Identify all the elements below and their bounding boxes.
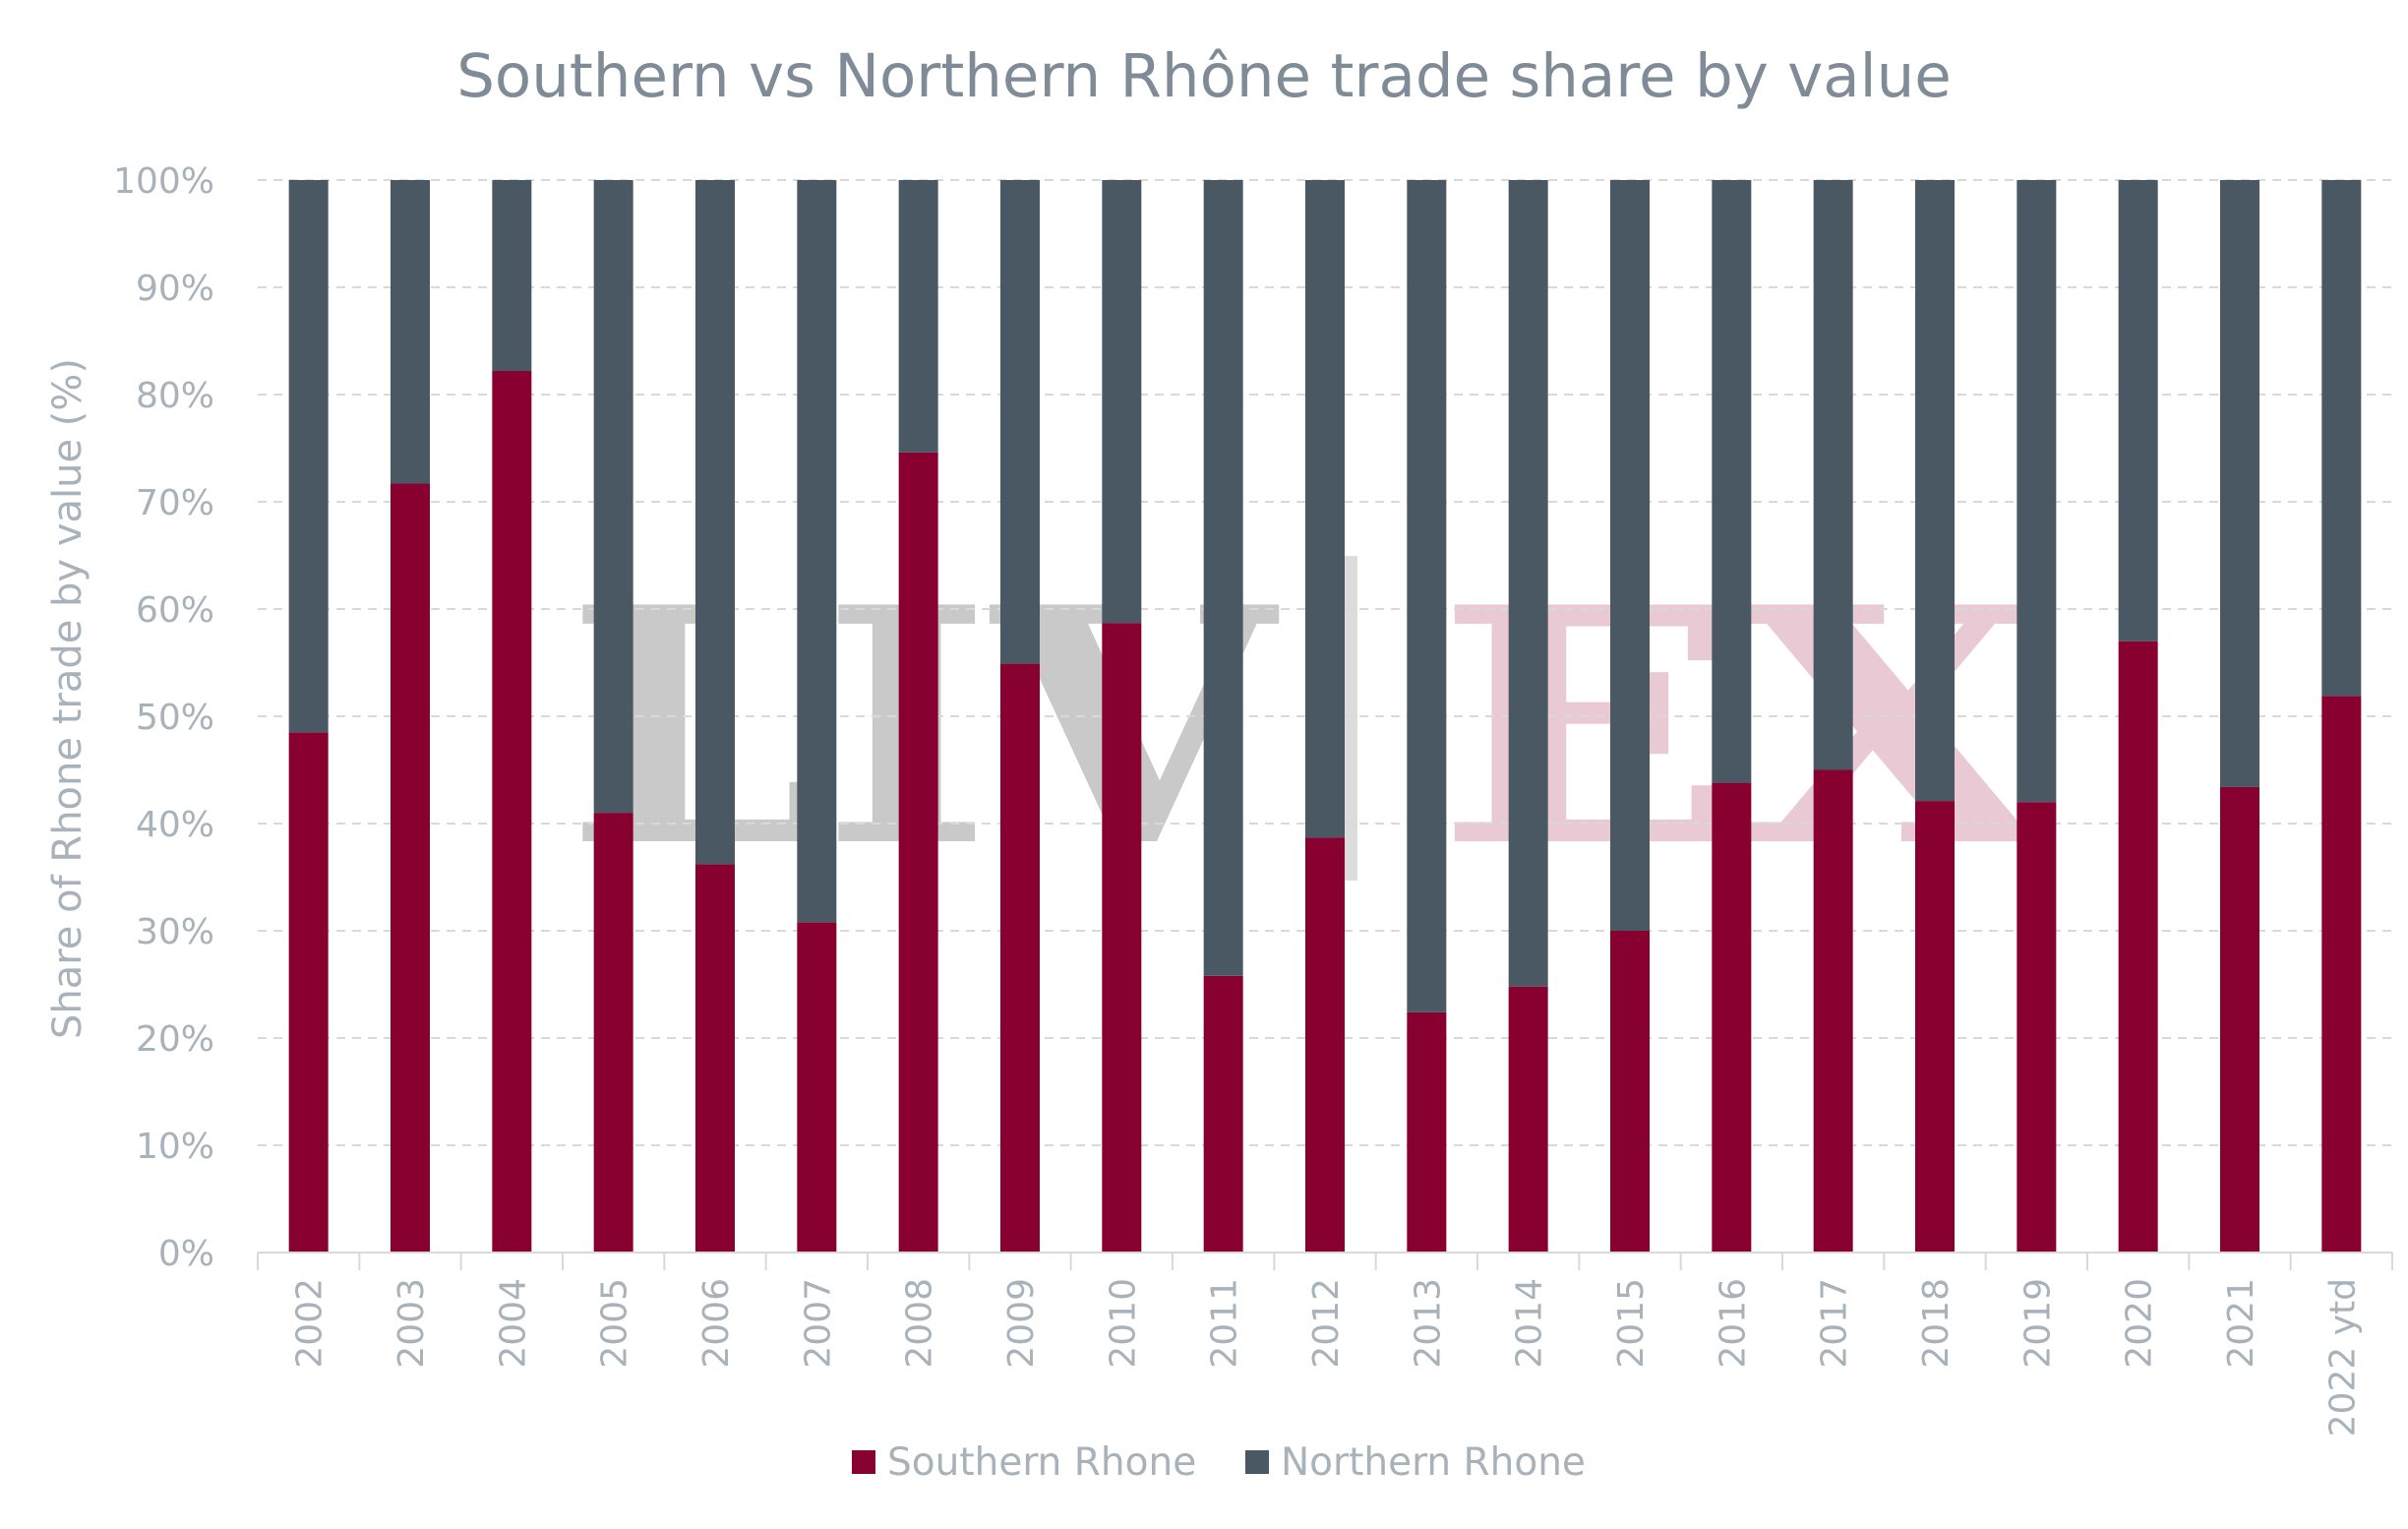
bar-northern-rhone (1610, 180, 1650, 931)
bar-northern-rhone (898, 180, 938, 453)
bar-northern-rhone (1813, 180, 1853, 770)
legend: Southern Rhone Northern Rhone (852, 1440, 1586, 1485)
x-tick-label: 2014 (1510, 1278, 1550, 1369)
bar-southern-rhone (1000, 663, 1040, 1253)
bar-northern-rhone (288, 180, 329, 733)
bar-northern-rhone (492, 180, 532, 372)
bar-northern-rhone (2321, 180, 2362, 697)
y-tick-label: 30% (136, 912, 214, 952)
bar-northern-rhone (2220, 180, 2259, 787)
bar-northern-rhone (797, 180, 837, 923)
x-tick-label: 2002 (290, 1278, 331, 1369)
x-tick-label: 2011 (1205, 1278, 1245, 1369)
bar-southern-rhone (1610, 931, 1650, 1253)
bar-northern-rhone (1000, 180, 1040, 664)
y-tick-label: 40% (136, 805, 214, 845)
y-tick-label: 90% (136, 269, 214, 309)
x-tick-label: 2013 (1408, 1278, 1448, 1369)
x-tick-label: 2003 (391, 1278, 432, 1369)
y-tick-label: 80% (136, 376, 214, 416)
bar-southern-rhone (797, 922, 837, 1253)
x-tick-label: 2008 (900, 1278, 940, 1369)
y-tick-label: 20% (136, 1019, 214, 1060)
x-tick-label: 2019 (2017, 1278, 2058, 1369)
y-tick-label: 100% (113, 161, 214, 202)
bar-northern-rhone (1305, 180, 1345, 838)
x-tick-label: 2016 (1713, 1278, 1753, 1369)
x-tick-label: 2009 (1001, 1278, 1042, 1369)
legend-label-southern-rhone: Southern Rhone (887, 1440, 1196, 1485)
bar-southern-rhone (593, 813, 633, 1253)
bar-northern-rhone (391, 180, 430, 484)
legend-swatch-northern-rhone (1245, 1450, 1269, 1474)
bar-southern-rhone (1813, 769, 1853, 1253)
bars (288, 180, 2362, 1254)
bar-southern-rhone (288, 732, 329, 1253)
bar-northern-rhone (593, 180, 633, 814)
bar-southern-rhone (898, 452, 938, 1253)
x-tick-label: 2017 (1815, 1278, 1855, 1369)
x-tick-label: 2020 (2120, 1278, 2160, 1369)
bar-southern-rhone (1712, 782, 1752, 1253)
x-tick-label: 2006 (696, 1278, 737, 1369)
bar-southern-rhone (1203, 975, 1243, 1253)
x-tick-label: 2010 (1103, 1278, 1143, 1369)
x-tick-label: 2022 ytd (2322, 1278, 2363, 1437)
chart-title: Southern vs Northern Rhône trade share b… (456, 41, 1952, 111)
bar-southern-rhone (1102, 623, 1142, 1253)
legend-label-northern-rhone: Northern Rhone (1281, 1440, 1586, 1485)
bar-southern-rhone (2118, 641, 2158, 1253)
legend-swatch-southern-rhone (852, 1450, 875, 1474)
bar-southern-rhone (492, 371, 532, 1253)
bar-northern-rhone (2118, 180, 2158, 642)
bar-southern-rhone (1915, 801, 1955, 1253)
y-tick-label: 70% (136, 483, 214, 523)
x-tick-label: 2015 (1611, 1278, 1652, 1369)
bar-southern-rhone (2017, 802, 2057, 1253)
bar-northern-rhone (2017, 180, 2057, 803)
bar-northern-rhone (1712, 180, 1752, 783)
bar-northern-rhone (1407, 180, 1447, 1012)
x-tick-label: 2004 (493, 1278, 533, 1369)
bar-northern-rhone (1915, 180, 1955, 802)
bar-northern-rhone (1508, 180, 1548, 987)
y-tick-label: 60% (136, 590, 214, 631)
bar-southern-rhone (695, 864, 735, 1253)
y-tick-label: 50% (136, 698, 214, 738)
bar-northern-rhone (695, 180, 735, 865)
bar-southern-rhone (2321, 696, 2362, 1253)
bar-southern-rhone (1305, 837, 1345, 1253)
x-tick-label: 2021 (2221, 1278, 2261, 1369)
bar-northern-rhone (1203, 180, 1243, 976)
bar-southern-rhone (391, 483, 430, 1254)
bar-southern-rhone (2220, 786, 2259, 1253)
bar-southern-rhone (1508, 986, 1548, 1253)
bar-northern-rhone (1102, 180, 1142, 624)
x-tick-label: 2018 (1916, 1278, 1956, 1369)
axes: 0% 10% 20% 30% 40% 50% 60% 70% 80% 90% 100% 2002 200… (113, 161, 2393, 1437)
y-tick-label: 10% (136, 1127, 214, 1167)
y-tick-label: 0% (158, 1234, 214, 1274)
bar-southern-rhone (1407, 1011, 1447, 1253)
x-tick-label: 2005 (595, 1278, 635, 1369)
y-axis-label: Share of Rhone trade by value (%) (45, 358, 90, 1039)
x-tick-label: 2007 (798, 1278, 838, 1369)
x-tick-label: 2012 (1306, 1278, 1347, 1369)
